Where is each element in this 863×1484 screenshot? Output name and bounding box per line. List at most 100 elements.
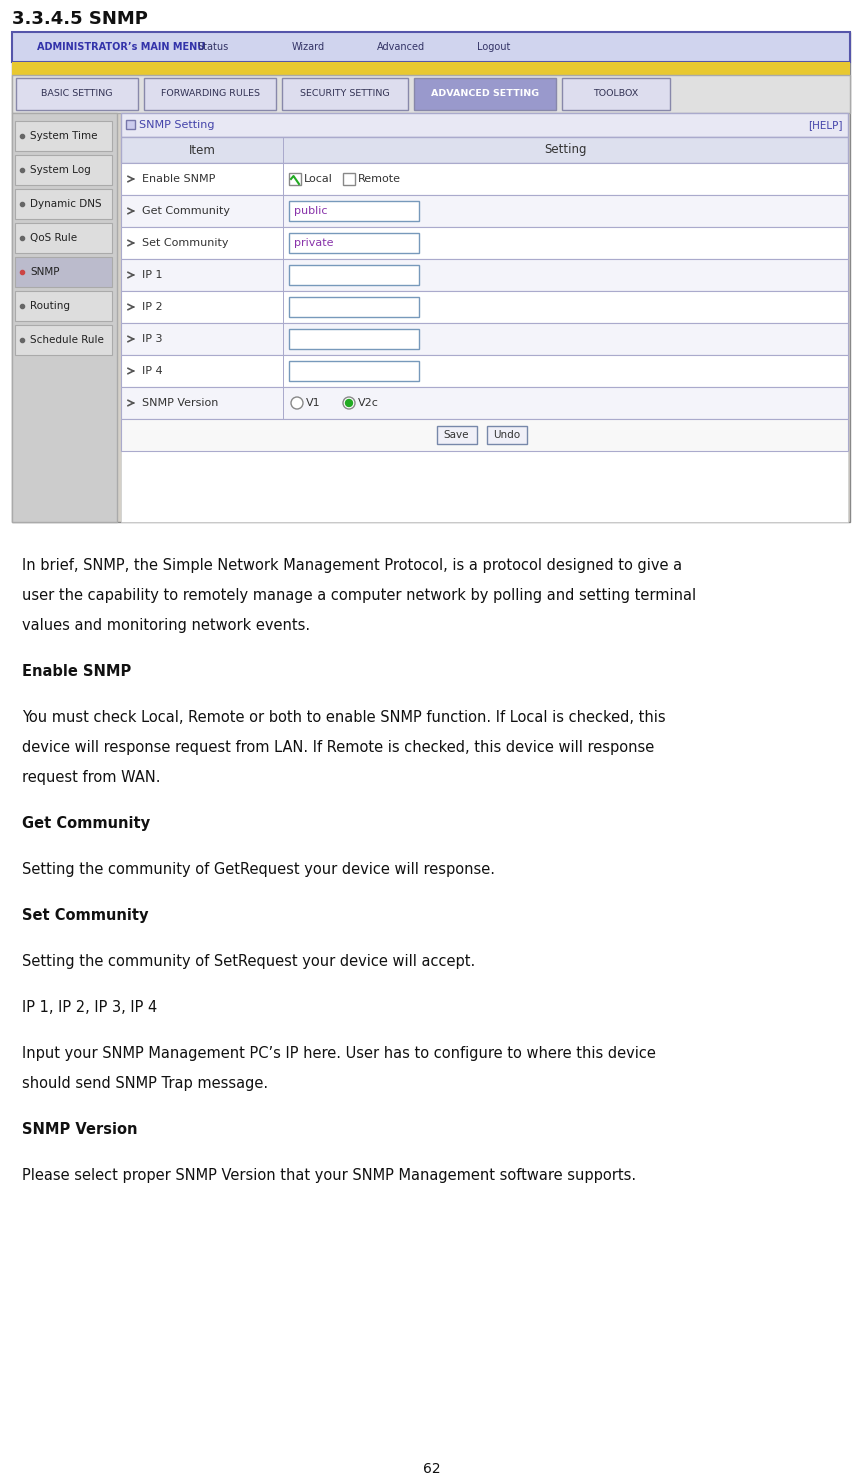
Text: TOOLBOX: TOOLBOX (594, 89, 639, 98)
Text: V1: V1 (306, 398, 321, 408)
Bar (289, 200, 419, 221)
Text: Dynamic DNS: Dynamic DNS (30, 199, 102, 209)
Text: SNMP Setting: SNMP Setting (139, 120, 215, 131)
Bar (562, 79, 670, 110)
Bar (283, 387, 284, 418)
Circle shape (345, 399, 352, 407)
Text: Get Community: Get Community (142, 206, 230, 217)
Text: SNMP: SNMP (30, 267, 60, 278)
Text: user the capability to remotely manage a computer network by polling and setting: user the capability to remotely manage a… (22, 588, 696, 603)
Text: 62: 62 (423, 1462, 440, 1477)
Bar (12, 76, 850, 113)
Bar (121, 387, 848, 418)
Text: SECURITY SETTING: SECURITY SETTING (300, 89, 390, 98)
Text: Local: Local (304, 174, 333, 184)
Bar (15, 325, 112, 355)
Bar (12, 33, 850, 62)
Text: Get Community: Get Community (22, 816, 150, 831)
Text: ADMINISTRATOR’s MAIN MENU: ADMINISTRATOR’s MAIN MENU (37, 42, 205, 52)
Text: Setting: Setting (545, 144, 587, 156)
Circle shape (291, 398, 303, 410)
Text: V2c: V2c (358, 398, 379, 408)
Text: Advanced: Advanced (377, 42, 425, 52)
Bar (283, 163, 284, 194)
Text: IP 1: IP 1 (142, 270, 162, 280)
Text: SNMP Version: SNMP Version (142, 398, 218, 408)
Bar (126, 120, 135, 129)
Bar (289, 297, 419, 318)
Bar (121, 113, 848, 522)
Text: Remote: Remote (358, 174, 401, 184)
Text: IP 3: IP 3 (142, 334, 162, 344)
Bar (121, 194, 848, 227)
Bar (15, 223, 112, 252)
Text: should send SNMP Trap message.: should send SNMP Trap message. (22, 1076, 268, 1091)
Circle shape (343, 398, 355, 410)
Text: Save: Save (444, 430, 469, 439)
Bar (12, 33, 850, 522)
Bar (15, 188, 112, 220)
Bar (283, 355, 284, 387)
Bar (15, 291, 112, 321)
Text: Setting the community of GetRequest your device will response.: Setting the community of GetRequest your… (22, 862, 495, 877)
Text: Enable SNMP: Enable SNMP (142, 174, 216, 184)
Text: QoS Rule: QoS Rule (30, 233, 77, 243)
Bar (144, 79, 276, 110)
Bar (283, 291, 284, 324)
Text: Wizard: Wizard (292, 42, 325, 52)
Text: Please select proper SNMP Version that your SNMP Management software supports.: Please select proper SNMP Version that y… (22, 1168, 636, 1183)
Bar (121, 260, 848, 291)
Text: private: private (294, 237, 333, 248)
Bar (121, 418, 848, 451)
Bar (282, 79, 408, 110)
Bar (121, 163, 848, 194)
Bar (15, 257, 112, 286)
Bar (121, 137, 848, 163)
Bar (283, 260, 284, 291)
Bar (283, 227, 284, 260)
Text: request from WAN.: request from WAN. (22, 770, 161, 785)
Text: Schedule Rule: Schedule Rule (30, 335, 104, 344)
Text: Set Community: Set Community (142, 237, 229, 248)
Text: Enable SNMP: Enable SNMP (22, 663, 131, 680)
Bar (289, 329, 419, 349)
Bar (289, 266, 419, 285)
Text: values and monitoring network events.: values and monitoring network events. (22, 617, 310, 634)
Bar (289, 233, 419, 252)
Text: BASIC SETTING: BASIC SETTING (41, 89, 113, 98)
Text: IP 2: IP 2 (142, 303, 162, 312)
Text: You must check Local, Remote or both to enable SNMP function. If Local is checke: You must check Local, Remote or both to … (22, 709, 665, 726)
Bar (289, 361, 419, 381)
Text: FORWARDING RULES: FORWARDING RULES (161, 89, 260, 98)
Bar (12, 62, 850, 76)
Text: Undo: Undo (493, 430, 520, 439)
Text: ADVANCED SETTING: ADVANCED SETTING (431, 89, 539, 98)
Bar (121, 324, 848, 355)
Bar (283, 137, 284, 163)
Bar (437, 426, 476, 444)
Text: Setting the community of SetRequest your device will accept.: Setting the community of SetRequest your… (22, 954, 476, 969)
Bar (15, 122, 112, 151)
Text: System Log: System Log (30, 165, 91, 175)
Bar (121, 291, 848, 324)
Text: IP 1, IP 2, IP 3, IP 4: IP 1, IP 2, IP 3, IP 4 (22, 1000, 157, 1015)
Bar (121, 227, 848, 260)
Bar (16, 79, 138, 110)
Text: Set Community: Set Community (22, 908, 148, 923)
Bar (283, 324, 284, 355)
Text: Logout: Logout (477, 42, 510, 52)
Text: Routing: Routing (30, 301, 70, 312)
Text: 3.3.4.5 SNMP: 3.3.4.5 SNMP (12, 10, 148, 28)
Text: In brief, SNMP, the Simple Network Management Protocol, is a protocol designed t: In brief, SNMP, the Simple Network Manag… (22, 558, 682, 573)
Bar (487, 426, 526, 444)
Bar (289, 174, 301, 186)
Text: IP 4: IP 4 (142, 367, 162, 375)
Bar (15, 154, 112, 186)
Text: [HELP]: [HELP] (809, 120, 843, 131)
Bar (121, 355, 848, 387)
Text: Input your SNMP Management PC’s IP here. User has to configure to where this dev: Input your SNMP Management PC’s IP here.… (22, 1046, 656, 1061)
Bar (414, 79, 556, 110)
Bar (343, 174, 355, 186)
Bar (283, 194, 284, 227)
Text: System Time: System Time (30, 131, 98, 141)
